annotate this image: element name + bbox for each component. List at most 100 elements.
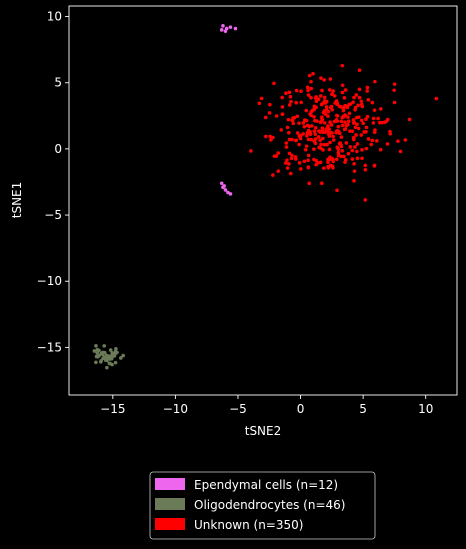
data-point <box>299 100 303 105</box>
data-point <box>307 181 312 186</box>
data-point <box>335 129 339 133</box>
data-point <box>302 124 307 129</box>
data-point <box>334 157 339 161</box>
data-point <box>355 142 360 146</box>
points-layer <box>92 24 439 370</box>
data-point <box>309 86 314 91</box>
data-point <box>364 129 368 134</box>
data-point <box>305 85 310 90</box>
plot-frame <box>68 5 458 396</box>
data-point <box>339 119 344 124</box>
data-point <box>317 145 321 150</box>
data-point <box>268 134 273 139</box>
data-point <box>370 100 375 105</box>
data-point <box>361 121 366 126</box>
data-point <box>99 359 103 363</box>
data-point <box>312 129 317 133</box>
data-point <box>357 87 362 92</box>
x-axis-title: tSNE2 <box>245 424 282 438</box>
data-point <box>287 130 291 135</box>
data-point <box>336 147 341 151</box>
data-point <box>304 118 309 123</box>
data-point <box>310 124 314 128</box>
data-point <box>392 100 397 105</box>
data-point <box>249 149 253 153</box>
data-point <box>317 129 321 133</box>
data-point <box>372 130 377 135</box>
data-point <box>223 188 228 192</box>
data-point <box>319 76 323 80</box>
data-point <box>287 90 292 95</box>
data-point <box>280 95 284 100</box>
data-point <box>280 105 285 109</box>
data-point <box>320 116 324 121</box>
data-point <box>323 121 327 125</box>
data-point <box>305 130 310 135</box>
data-point <box>285 166 290 170</box>
data-point <box>97 348 101 353</box>
data-point <box>291 116 295 120</box>
data-point <box>221 24 225 28</box>
data-point <box>269 138 273 142</box>
data-point <box>289 99 293 104</box>
data-point <box>385 142 390 146</box>
data-point <box>327 88 332 92</box>
y-axis-title: tSNE1 <box>10 182 24 219</box>
data-point <box>322 78 327 82</box>
data-point <box>335 114 340 118</box>
data-point <box>272 154 277 158</box>
data-point <box>352 95 356 100</box>
data-point <box>290 137 294 142</box>
x-tick-label: 10 <box>418 402 433 416</box>
data-point <box>284 141 289 145</box>
data-point <box>351 137 356 142</box>
data-point <box>346 115 350 119</box>
data-point <box>335 101 340 106</box>
data-point <box>342 96 347 100</box>
data-point <box>324 105 329 109</box>
data-point <box>264 134 268 139</box>
y-tick-label: 0 <box>54 142 62 156</box>
y-axis-ticks: 10 5 0 −5 −10 −15 <box>37 10 69 354</box>
data-point <box>339 144 344 149</box>
data-point <box>328 120 332 125</box>
data-point <box>309 137 314 142</box>
data-point <box>294 100 299 105</box>
data-point <box>113 360 118 365</box>
x-tick-label: −5 <box>229 402 247 416</box>
data-point <box>304 108 309 113</box>
data-point <box>318 94 323 98</box>
data-point <box>330 107 334 112</box>
data-point <box>340 148 344 153</box>
data-point <box>303 147 308 152</box>
data-point <box>313 125 318 130</box>
data-point <box>295 114 300 119</box>
data-point <box>301 121 306 125</box>
data-point <box>318 160 323 165</box>
data-point <box>366 98 371 102</box>
data-point <box>330 131 334 135</box>
data-point <box>99 351 104 356</box>
data-point <box>375 139 379 143</box>
data-point <box>287 151 292 156</box>
data-point <box>276 169 281 173</box>
data-point <box>331 166 335 170</box>
data-point <box>357 95 362 100</box>
data-point <box>352 161 356 166</box>
data-point <box>354 115 359 120</box>
data-point <box>356 126 361 131</box>
data-point <box>354 93 359 97</box>
data-point <box>94 344 98 348</box>
data-point <box>306 93 311 97</box>
data-point <box>371 116 376 121</box>
data-point <box>348 145 353 149</box>
data-point <box>316 135 321 139</box>
data-point <box>398 149 403 154</box>
data-point <box>219 181 224 186</box>
data-point <box>223 29 228 33</box>
y-tick-label: 10 <box>47 10 62 24</box>
data-point <box>392 88 396 93</box>
data-point <box>105 358 109 363</box>
y-tick-label: −10 <box>37 274 62 288</box>
data-point <box>335 119 340 124</box>
